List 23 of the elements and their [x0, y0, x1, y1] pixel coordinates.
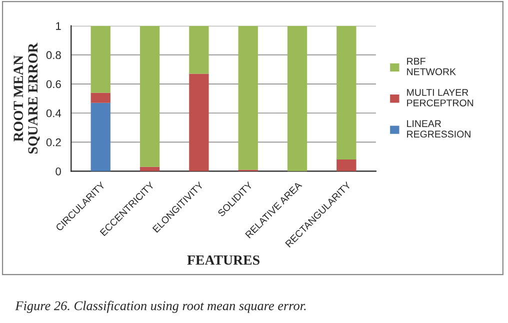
bar	[140, 26, 160, 167]
bar	[336, 26, 356, 160]
y-axis-title: ROOT MEAN SQUARE ERROR	[14, 42, 40, 154]
y-tick-label: 1	[56, 22, 61, 30]
legend-label: RBF NETWORK	[407, 58, 456, 76]
bar	[238, 26, 258, 170]
bar	[189, 26, 209, 74]
y-tick-label: 0.2	[46, 138, 61, 146]
bar	[287, 26, 308, 172]
bar	[90, 26, 110, 93]
bar	[140, 166, 160, 172]
x-axis-title: FEATURES	[187, 255, 260, 265]
bar	[336, 160, 356, 172]
y-tick-label: 0.8	[46, 51, 61, 60]
y-tick-label: 0.4	[46, 109, 62, 118]
bar	[90, 102, 110, 172]
legend-label: LINEAR REGRESSION	[407, 120, 470, 138]
bar	[189, 74, 209, 172]
caption: Figure 26. Classification using root mean square error.	[15, 300, 306, 313]
y-tick-label: 0.6	[46, 80, 61, 88]
y-tick-label: 0	[56, 167, 61, 176]
bar	[90, 92, 110, 103]
legend-label: MULTI LAYER PERCEPTRON	[407, 89, 474, 106]
